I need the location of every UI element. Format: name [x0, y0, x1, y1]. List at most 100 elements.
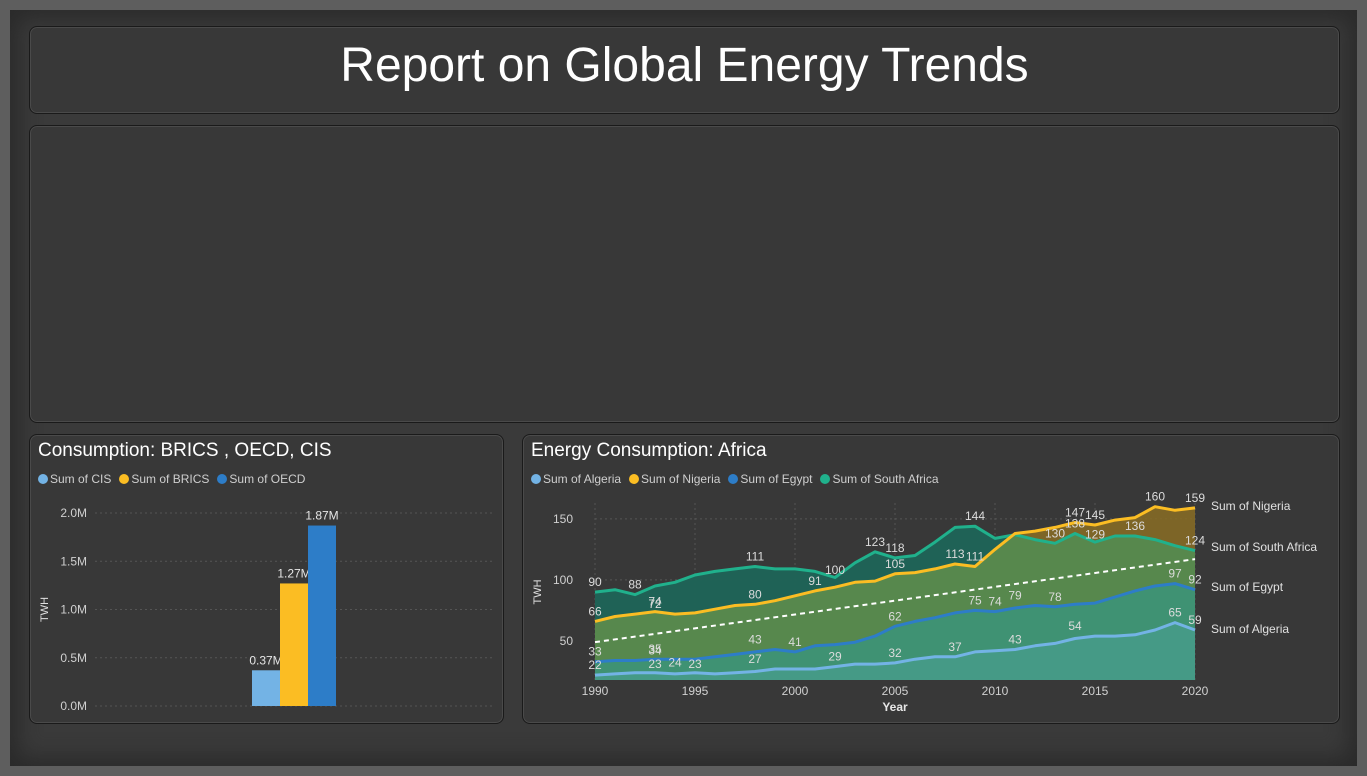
line-sum-of-egypt	[594, 582, 1196, 664]
area-data-label: 147	[1065, 506, 1085, 520]
area-data-label: 75	[968, 593, 982, 607]
area-data-label: 111	[966, 549, 985, 563]
legend-label: Sum of Egypt	[740, 472, 813, 486]
legend-label: Sum of Nigeria	[641, 472, 721, 486]
area-data-label: 90	[588, 575, 602, 589]
bar-data-label: 1.87M	[305, 509, 338, 523]
x-tick-label: 2020	[1182, 684, 1209, 698]
series-end-label: Sum of Egypt	[1211, 580, 1284, 594]
area-data-label: 118	[885, 541, 904, 555]
area-data-label: 66	[588, 604, 602, 618]
bar-chart-title: Consumption: BRICS , OECD, CIS	[38, 440, 332, 461]
series-end-label: Sum of Algeria	[1211, 622, 1289, 636]
y-axis-title: TWH	[532, 579, 544, 604]
area-data-label: 100	[825, 563, 845, 577]
area-data-label: 160	[1145, 490, 1165, 504]
area-data-label: 74	[988, 595, 1002, 609]
area-data-label: 74	[648, 595, 662, 609]
area-data-label: 80	[748, 587, 762, 601]
area-data-label: 37	[948, 640, 962, 654]
x-tick-label: 2005	[882, 684, 909, 698]
series-end-label: Sum of South Africa	[1211, 540, 1317, 554]
bar-data-label: 1.27M	[277, 566, 310, 580]
area-chart-svg[interactable]: 50 100 150 1990 1995 2000 2005 2010 2015 2020 Year…	[523, 435, 1341, 725]
legend-dot-icon	[119, 474, 130, 484]
area-data-label: 72	[648, 597, 662, 611]
y-tick-label: 2.0M	[60, 506, 87, 520]
area-data-label: 136	[1125, 519, 1145, 533]
legend-dot-icon	[728, 474, 739, 484]
area-data-label: 88	[628, 578, 642, 592]
area-data-label: 59	[1188, 613, 1202, 627]
line-sum-of-south-africa	[594, 524, 1196, 597]
x-tick-label: 2010	[982, 684, 1009, 698]
report-title: Report on Global Energy Trends	[340, 39, 1029, 92]
bar-sum-of-brics	[280, 583, 308, 706]
y-tick-label: 100	[553, 573, 573, 587]
area-legend-item[interactable]: Sum of Egypt	[728, 472, 812, 486]
area-chart-legend[interactable]: Sum of Algeria Sum of Nigeria Sum of Egypt…	[531, 472, 939, 486]
bar-data-label: 0.37M	[249, 653, 282, 667]
area-data-label: 113	[945, 547, 964, 561]
area-data-label: 78	[1048, 590, 1062, 604]
x-tick-label: 2000	[782, 684, 809, 698]
series-end-label: Sum of Nigeria	[1211, 499, 1291, 513]
legend-dot-icon	[820, 474, 831, 484]
area-data-label: 27	[748, 652, 762, 666]
area-data-label: 97	[1168, 567, 1182, 581]
bar-legend-item[interactable]: Sum of OECD	[217, 472, 305, 486]
area-data-label: 43	[1008, 632, 1022, 646]
y-axis-title: TWH	[39, 597, 51, 622]
y-tick-label: 150	[553, 512, 573, 526]
area-data-label: 144	[965, 509, 985, 523]
area-data-label: 105	[885, 557, 905, 571]
area-data-label: 65	[1168, 606, 1182, 620]
area-data-label: 129	[1085, 528, 1105, 542]
legend-label: Sum of South Africa	[832, 472, 939, 486]
empty-visual-panel	[29, 125, 1340, 423]
area-data-label: 29	[828, 650, 842, 664]
bar-chart-svg[interactable]: 0.0M 0.5M 1.0M 1.5M 2.0M TWH 0.37M 1.27M 1.87M	[30, 435, 505, 725]
y-tick-label: 0.5M	[60, 651, 87, 665]
bar-chart-panel[interactable]: Consumption: BRICS , OECD, CIS Sum of CI…	[29, 434, 504, 724]
area-chart-title: Energy Consumption: Africa	[531, 440, 767, 461]
x-tick-label: 1990	[582, 684, 609, 698]
area-fill-algeria	[595, 622, 1195, 680]
area-data-label: 159	[1185, 491, 1205, 505]
y-tick-label: 1.5M	[60, 554, 87, 568]
area-data-label: 23	[648, 657, 662, 671]
area-data-label: 34	[648, 643, 662, 657]
area-data-label: 91	[808, 574, 822, 588]
bar-legend-item[interactable]: Sum of BRICS	[119, 472, 209, 486]
area-data-label: 54	[1068, 619, 1082, 633]
area-data-label: 24	[668, 656, 682, 670]
area-legend-item[interactable]: Sum of Algeria	[531, 472, 621, 486]
area-data-label: 111	[746, 549, 765, 563]
bar-sum-of-cis	[252, 670, 280, 706]
x-tick-label: 2015	[1082, 684, 1109, 698]
legend-label: Sum of CIS	[50, 472, 112, 486]
y-tick-label: 50	[560, 634, 574, 648]
line-sum-of-nigeria	[594, 505, 1196, 623]
area-data-label: 130	[1045, 526, 1065, 540]
legend-dot-icon	[38, 474, 48, 484]
legend-dot-icon	[217, 474, 228, 484]
bar-sum-of-oecd	[308, 525, 336, 706]
area-legend-item[interactable]: Sum of Nigeria	[629, 472, 720, 486]
legend-label: Sum of Algeria	[543, 472, 622, 486]
line-sum-of-algeria	[594, 621, 1196, 677]
area-data-label: 62	[888, 609, 902, 623]
area-data-label: 35	[648, 642, 662, 656]
legend-label: Sum of OECD	[229, 472, 306, 486]
area-chart-panel[interactable]: Energy Consumption: Africa Sum of Algeri…	[522, 434, 1340, 724]
area-data-label: 145	[1085, 508, 1105, 522]
area-data-label: 79	[1008, 589, 1022, 603]
x-axis-title: Year	[882, 700, 908, 714]
trend-line	[594, 558, 1196, 644]
bar-legend-item[interactable]: Sum of CIS	[38, 472, 111, 486]
area-legend-item[interactable]: Sum of South Africa	[820, 472, 939, 486]
legend-dot-icon	[531, 474, 541, 484]
area-data-label: 41	[788, 635, 802, 649]
area-data-label: 123	[865, 535, 885, 549]
bar-chart-legend[interactable]: Sum of CIS Sum of BRICS Sum of OECD	[38, 472, 305, 486]
